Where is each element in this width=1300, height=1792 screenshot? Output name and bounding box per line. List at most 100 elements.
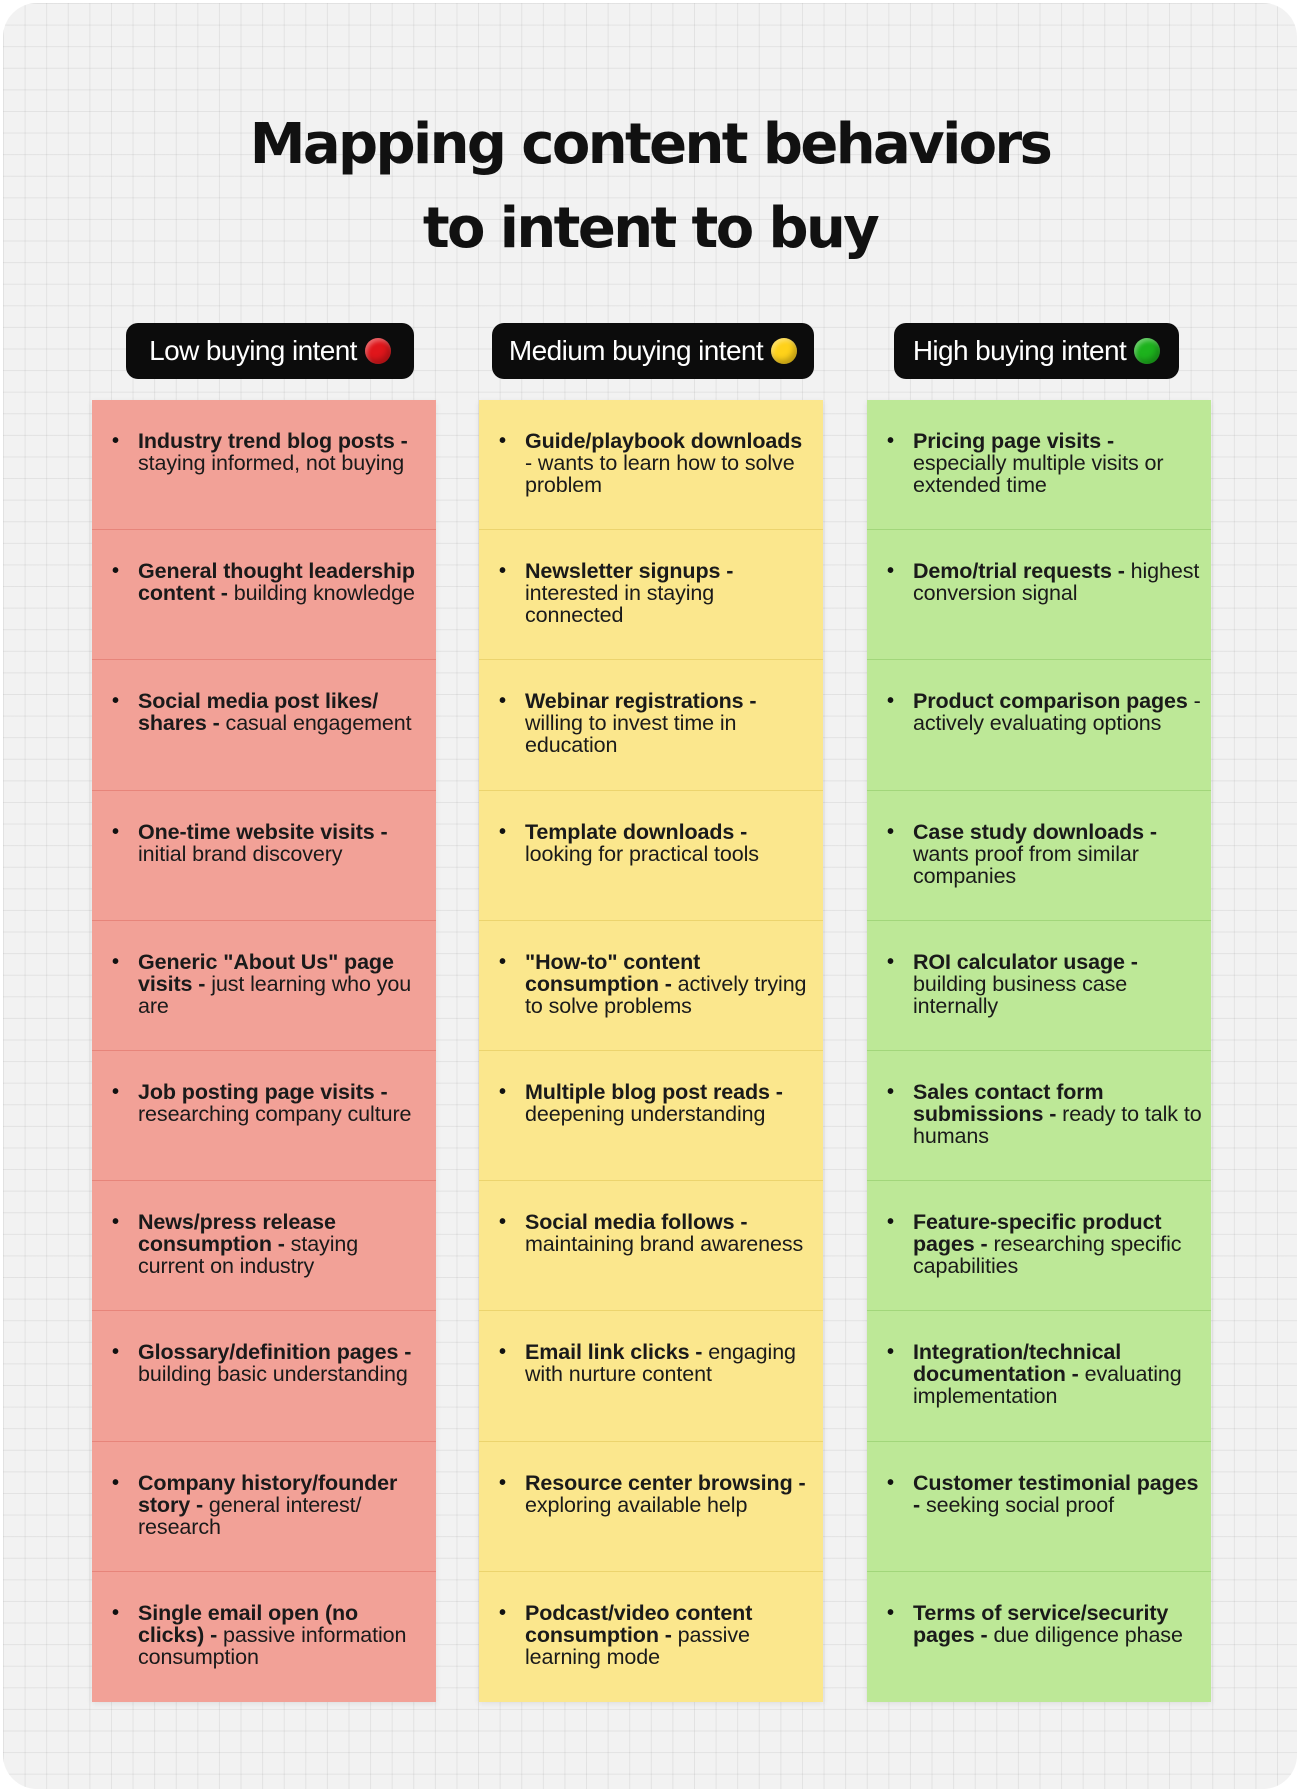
list-item-text: Multiple blog post reads - deepening und… [525,1081,815,1125]
behavior-description: ready to talk to humans [913,1101,1202,1148]
bullet-icon: • [499,1601,507,1624]
behavior-label: Template downloads - [525,819,748,844]
list-item-text: Sales contact form submissions - ready t… [913,1081,1203,1147]
high-intent-list-item: • Terms of service/security pages - due d… [867,1572,1211,1702]
list-item-text: Template downloads - looking for practic… [525,821,815,865]
low-intent-list-item: • Single email open (no clicks) - passive… [92,1572,436,1702]
high-intent-header-label: High buying intent [912,335,1127,366]
bullet-icon: • [499,1341,507,1364]
behavior-description: actively trying to solve problems [525,971,807,1018]
list-item-text: Integration/technical documentation - ev… [913,1341,1203,1407]
medium-intent-list-item: • Podcast/video content consumption - pas… [479,1572,823,1702]
behavior-label: Integration/technical documentation - [913,1340,1122,1387]
medium-intent-list-item: • Multiple blog post reads - deepening un… [479,1051,823,1182]
list-item-text: Social media follows - maintaining brand… [525,1211,815,1255]
list-item-text: Feature-specific product pages - researc… [913,1211,1203,1277]
high-intent-list-item: • ROI calculator usage - building busines… [867,921,1211,1051]
behavior-description: passive learning mode [525,1622,750,1669]
list-item-text: Webinar registrations - willing to inves… [525,690,815,756]
behavior-description: - actively evaluating options [913,689,1201,736]
behavior-label: Generic "About Us" page visits - [138,949,394,996]
behavior-description: evaluating implementation [913,1362,1182,1409]
high-intent-list-item: • Sales contact form submissions - ready … [867,1051,1211,1182]
medium-intent-list-item: • Email link clicks - engaging with nurtu… [479,1311,823,1442]
low-intent-list-item: • News/press release consumption - stayin… [92,1181,436,1312]
bullet-icon: • [112,690,120,713]
behavior-description: initial brand discovery [138,841,343,866]
list-item-text: Generic "About Us" page visits - just le… [138,951,428,1017]
low-intent-list-item: • General thought leadership content - bu… [92,530,436,661]
behavior-label: Glossary/definition pages - [138,1340,412,1365]
behavior-label: Pricing page visits - [913,429,1115,453]
list-item-text: Terms of service/security pages - due di… [913,1602,1203,1646]
list-item-text: One-time website visits - initial brand … [138,821,428,865]
list-item-text: Single email open (no clicks) - passive … [138,1602,428,1668]
bullet-icon: • [112,1471,120,1494]
behavior-label: General thought leadership content - [138,559,415,606]
behavior-label: Podcast/video content consumption - [525,1600,753,1647]
low-intent-header-label: Low buying intent [149,335,357,366]
list-item-text: News/press release consumption - staying… [138,1211,428,1277]
medium-intent-list-item: • Webinar registrations - willing to inve… [479,660,823,791]
list-item-text: Job posting page visits - researching co… [138,1081,428,1125]
high-intent-list-item: • Pricing page visits - especially multip… [867,400,1211,531]
behavior-description: passive information consumption [138,1622,407,1669]
behavior-label: Feature-specific product pages - [913,1210,1162,1257]
behavior-label: Multiple blog post reads - [525,1079,783,1104]
medium-intent-column: • Guide/playbook downloads - wants to lea… [479,400,823,1702]
behavior-description: deepening understanding [525,1101,766,1126]
behavior-description: wants proof from similar companies [913,841,1139,888]
behavior-label: Single email open (no clicks) - [138,1600,359,1647]
list-item-text: Case study downloads - wants proof from … [913,821,1203,887]
bullet-icon: • [887,560,895,583]
bullet-icon: • [499,560,507,583]
behavior-label: Guide/playbook downloads [525,429,803,453]
behavior-description: researching specific capabilities [913,1232,1182,1279]
behavior-label: Industry trend blog posts - [138,429,408,453]
behavior-label: Job posting page visits - [138,1079,388,1104]
behavior-label: Social media follows - [525,1210,748,1235]
medium-intent-list-item: • Social media follows - maintaining bran… [479,1181,823,1312]
bullet-icon: • [499,1471,507,1494]
behavior-label: Social media post likes/ shares - [138,689,379,736]
list-item-text: ROI calculator usage - building business… [913,951,1203,1017]
bullet-icon: • [499,820,507,843]
high-intent-list-item: • Demo/trial requests - highest conversio… [867,530,1211,661]
behavior-label: Resource center browsing - [525,1470,806,1495]
list-item-text: Social media post likes/ shares - casual… [138,690,428,734]
bullet-icon: • [112,560,120,583]
medium-intent-list-item: • Template downloads - looking for practi… [479,791,823,921]
behavior-description: highest conversion signal [913,559,1200,606]
high-intent-list-item: • Customer testimonial pages - seeking so… [867,1442,1211,1572]
behavior-description: - wants to learn how to solve problem [525,451,795,497]
behavior-description: interested in staying connected [525,581,715,628]
low-intent-list-item: • Social media post likes/ shares - casua… [92,660,436,791]
low-intent-list-item: • Glossary/definition pages - building ba… [92,1311,436,1442]
behavior-label: Newsletter signups - [525,559,734,584]
list-item-text: Glossary/definition pages - building bas… [138,1341,428,1385]
low-intent-header: Low buying intent [126,323,414,379]
bullet-icon: • [887,690,895,713]
bullet-icon: • [887,1471,895,1494]
behavior-description: building knowledge [233,581,415,606]
bullet-icon: • [887,1211,895,1234]
behavior-label: Product comparison pages [913,689,1194,714]
behavior-label: Demo/trial requests - [913,559,1131,584]
bullet-icon: • [499,1080,507,1103]
behavior-description: due diligence phase [993,1622,1183,1647]
behavior-description: seeking social proof [925,1492,1114,1517]
behavior-label: Case study downloads - [913,819,1157,844]
bullet-icon: • [112,1341,120,1364]
bullet-icon: • [499,690,507,713]
high-intent-list-item: • Product comparison pages - actively eva… [867,660,1211,791]
bullet-icon: • [112,1211,120,1234]
behavior-description: staying current on industry [138,1232,359,1279]
bullet-icon: • [887,820,895,843]
medium-intent-header: Medium buying intent [492,323,814,379]
medium-intent-list-item: • "How-to" content consumption - actively… [479,921,823,1051]
medium-intent-header-label: Medium buying intent [508,335,764,366]
behavior-description: researching company culture [138,1101,412,1126]
behavior-label: Webinar registrations - [525,689,757,714]
bullet-icon: • [112,950,120,973]
list-item-text: Podcast/video content consumption - pass… [525,1602,815,1668]
